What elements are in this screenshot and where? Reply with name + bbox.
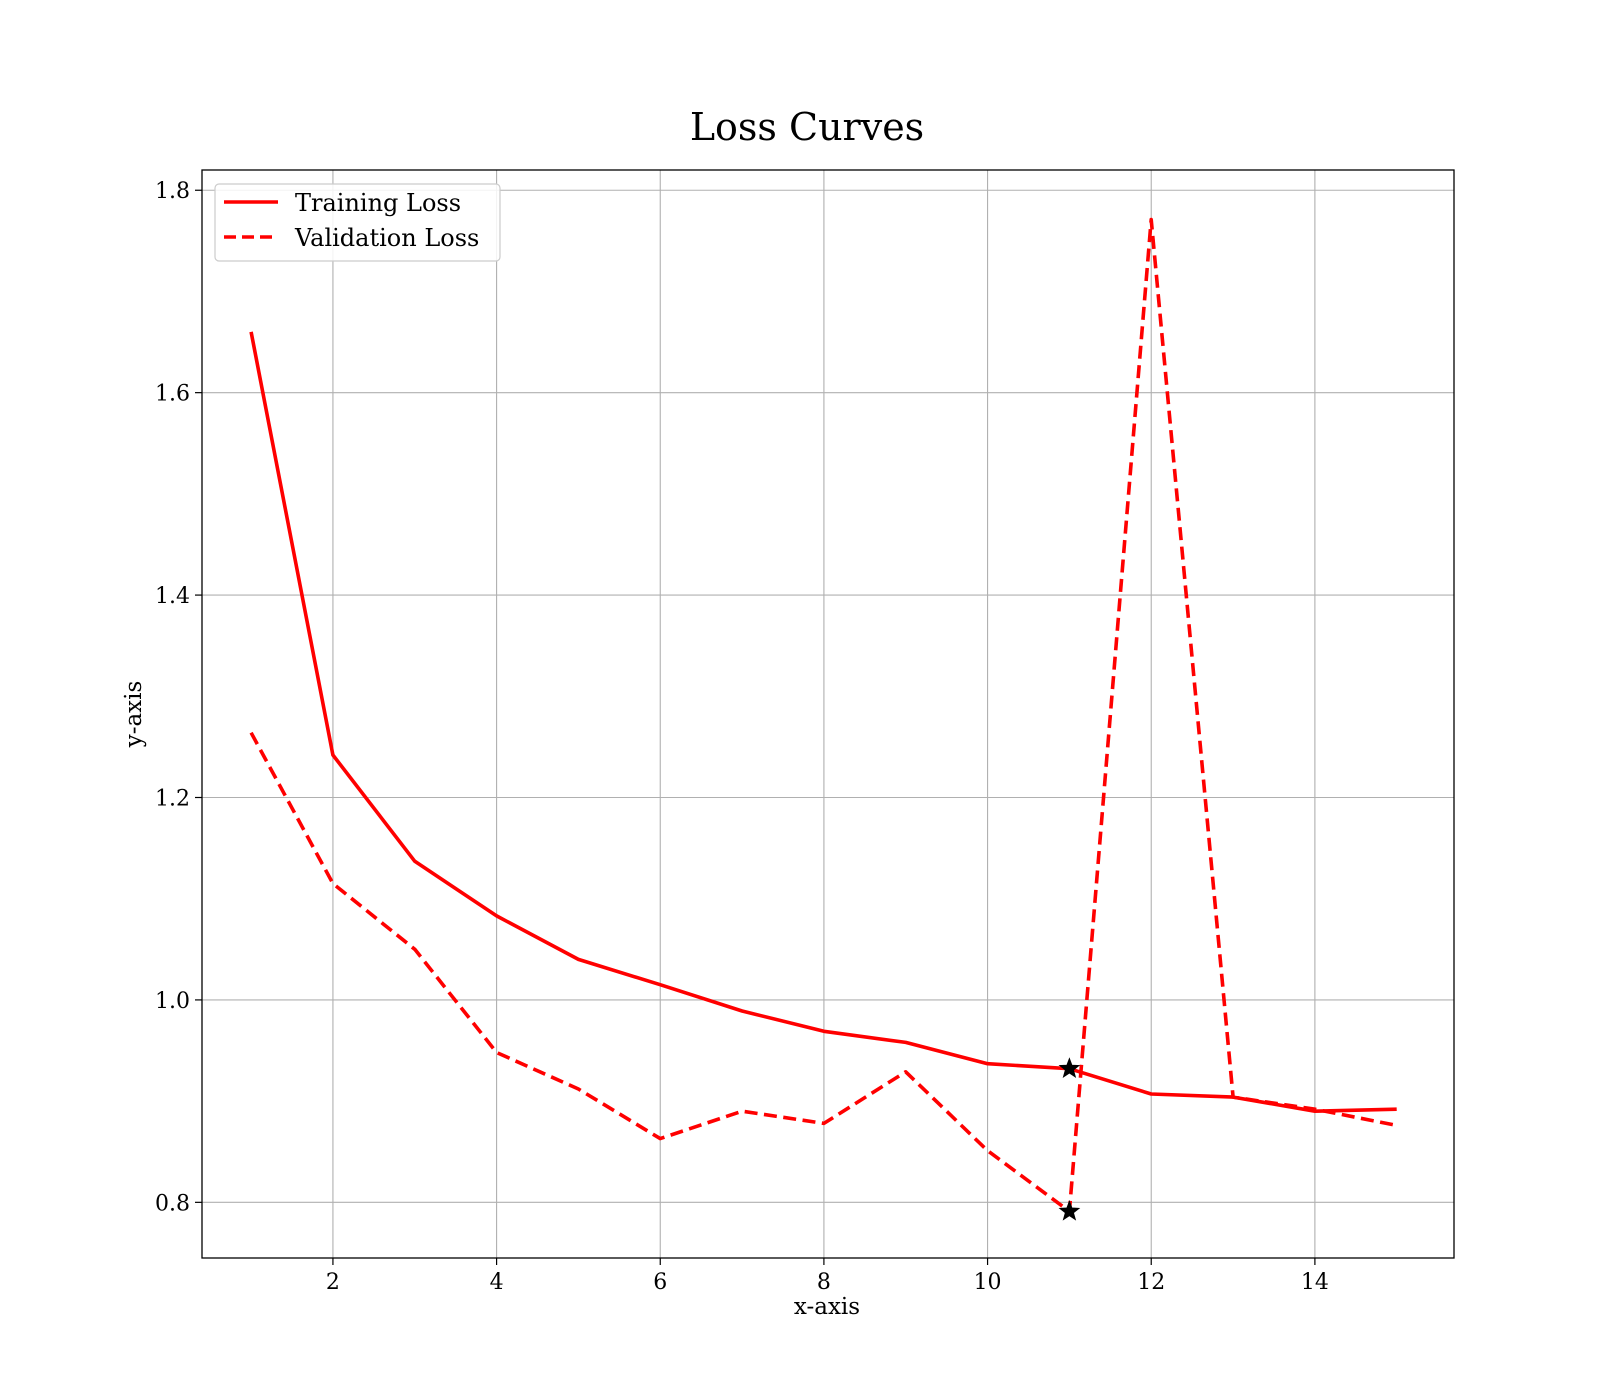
legend-label-validation-loss: Validation Loss xyxy=(294,224,479,252)
legend-box xyxy=(214,183,501,262)
y-tick-label: 1.4 xyxy=(155,584,190,609)
ticks: 2 4 6 8 10 12 14 0.8 1.0 1.2 1.4 1.6 1.8 xyxy=(155,179,1329,1295)
grid xyxy=(202,170,1454,1258)
x-tick-label: 14 xyxy=(1301,1270,1329,1295)
series-line-training-loss xyxy=(249,331,1397,1113)
series-line-validation-loss xyxy=(249,217,1398,1214)
plot-frame xyxy=(201,169,1455,1259)
y-tick-label: 1.8 xyxy=(155,179,190,204)
star-marker xyxy=(1058,1199,1081,1221)
star-marker xyxy=(1058,1057,1081,1078)
x-tick-label: 6 xyxy=(653,1270,667,1295)
y-tick-label: 0.8 xyxy=(155,1191,190,1216)
series-lines xyxy=(249,217,1398,1214)
x-tick-label: 2 xyxy=(326,1270,340,1295)
legend-label-training-loss: Training Loss xyxy=(295,189,461,217)
x-tick-label: 8 xyxy=(817,1270,831,1295)
x-axis-label: x-axis xyxy=(794,1294,860,1320)
chart-title: Loss Curves xyxy=(690,105,924,149)
y-axis-label: y-axis xyxy=(121,681,147,749)
x-tick-label: 10 xyxy=(974,1270,1002,1295)
y-tick-label: 1.0 xyxy=(155,989,190,1014)
y-tick-label: 1.6 xyxy=(155,382,190,407)
legend: Training Loss Validation Loss xyxy=(214,183,501,262)
markers xyxy=(1058,1057,1081,1221)
y-tick-label: 1.2 xyxy=(155,786,190,811)
x-tick-label: 12 xyxy=(1137,1270,1165,1295)
x-tick-label: 4 xyxy=(490,1270,504,1295)
